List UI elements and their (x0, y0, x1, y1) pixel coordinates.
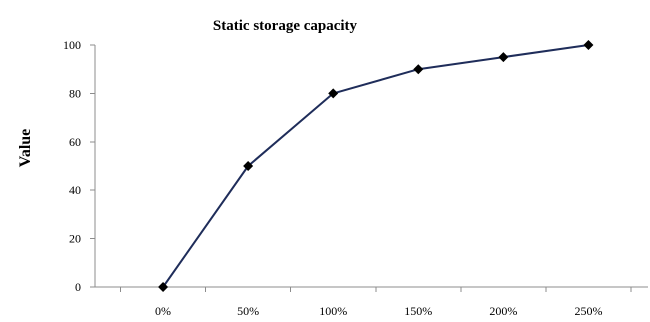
y-tick-label: 60 (69, 135, 81, 149)
data-point-marker (158, 282, 169, 292)
y-tick-label: 40 (69, 183, 81, 197)
series-layer (158, 40, 594, 292)
x-ticks: 0% 50% 100% 150% 200% 250% (120, 287, 632, 318)
y-tick-label: 100 (63, 38, 81, 52)
data-point-marker (243, 161, 254, 171)
data-point-marker (498, 52, 509, 63)
x-tick-label: 0% (155, 304, 171, 318)
y-tick-label: 0 (75, 280, 81, 294)
series-line (162, 44, 589, 288)
y-tick-label: 20 (69, 232, 81, 246)
x-tick-label: 50% (237, 304, 259, 318)
data-point-marker (583, 40, 594, 50)
x-tick-label: 150% (404, 304, 432, 318)
x-tick-label: 250% (574, 304, 602, 318)
chart-title: Static storage capacity (213, 18, 358, 34)
data-point-marker (413, 64, 424, 75)
data-point-marker (328, 88, 339, 99)
x-tick-label: 100% (319, 304, 347, 318)
y-tick-label: 80 (69, 86, 81, 100)
y-axis-label: Value (17, 129, 34, 168)
y-ticks: 0 20 40 60 80 100 (63, 38, 95, 294)
x-tick-label: 200% (489, 304, 517, 318)
